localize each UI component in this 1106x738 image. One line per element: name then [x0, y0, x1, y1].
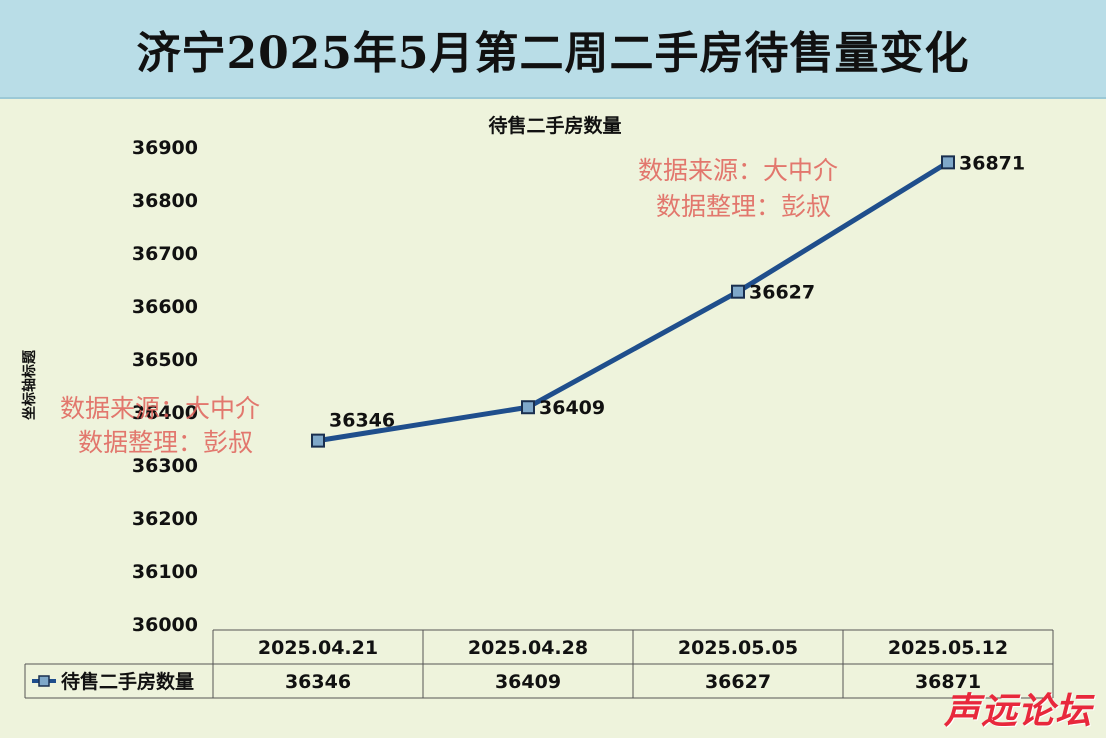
y-tick-label: 36700 [132, 243, 198, 265]
watermark-right: 数据来源：大中介 数据整理：彭叔 [638, 156, 838, 221]
y-tick-label: 36600 [132, 296, 198, 318]
table-value-cell: 36346 [285, 671, 351, 693]
y-tick-label: 36100 [132, 561, 198, 583]
data-table: 2025.04.21 2025.04.28 2025.05.05 2025.05.12… [24, 629, 1054, 699]
data-label: 36871 [959, 152, 1025, 174]
y-tick-label: 36400 [132, 402, 198, 424]
legend-marker [38, 675, 50, 687]
table-value-cell: 36871 [915, 671, 981, 693]
chart-panel: 待售二手房数量 坐标轴标题 36900 36800 36700 36600 36500 3… [0, 99, 1106, 738]
data-point-marker [311, 433, 325, 448]
data-label: 36409 [539, 397, 605, 419]
x-category-label: 2025.05.12 [888, 637, 1008, 659]
y-tick-label: 36800 [132, 190, 198, 212]
table-value-cell: 36627 [705, 671, 771, 693]
y-tick-label: 36500 [132, 349, 198, 371]
data-point-marker [941, 155, 955, 170]
x-category-label: 2025.04.28 [468, 637, 588, 659]
line-chart: 待售二手房数量 坐标轴标题 36900368003670036600365003… [21, 114, 1054, 699]
chart-title: 待售二手房数量 [488, 114, 621, 137]
series-line [317, 160, 950, 444]
watermark-editor: 数据整理：彭叔 [78, 428, 253, 457]
data-point-marker [731, 284, 745, 299]
watermark-editor: 数据整理：彭叔 [656, 192, 831, 221]
brand-logo: 声远论坛 [943, 691, 1092, 732]
y-tick-label: 36000 [132, 614, 198, 636]
y-tick-label: 36200 [132, 508, 198, 530]
y-tick-label: 36900 [132, 137, 198, 159]
data-labels: 36346 36409 36627 36871 [329, 152, 1025, 431]
y-tick-labels: 36900 36800 36700 36600 36500 36400 36300 36200… [132, 137, 198, 636]
data-label: 36346 [329, 410, 395, 432]
watermark-source: 数据来源：大中介 [638, 156, 838, 185]
x-category-label: 2025.05.05 [678, 637, 798, 659]
y-tick-label: 36300 [132, 455, 198, 477]
data-label: 36627 [749, 282, 815, 304]
watermark-source: 数据来源：大中介 [60, 394, 260, 423]
table-value-cell: 36409 [495, 671, 561, 693]
y-axis-label: 坐标轴标题 [21, 349, 38, 420]
page-title: 济宁2025年5月第二周二手房待售量变化 [136, 27, 970, 79]
x-category-label: 2025.04.21 [258, 637, 378, 659]
data-point-marker [521, 400, 535, 415]
watermark-left: 数据来源：大中介 数据整理：彭叔 [60, 394, 260, 457]
series-line-group [311, 155, 955, 448]
legend-series-name: 待售二手房数量 [61, 670, 194, 693]
title-banner: 济宁2025年5月第二周二手房待售量变化 [0, 0, 1106, 99]
